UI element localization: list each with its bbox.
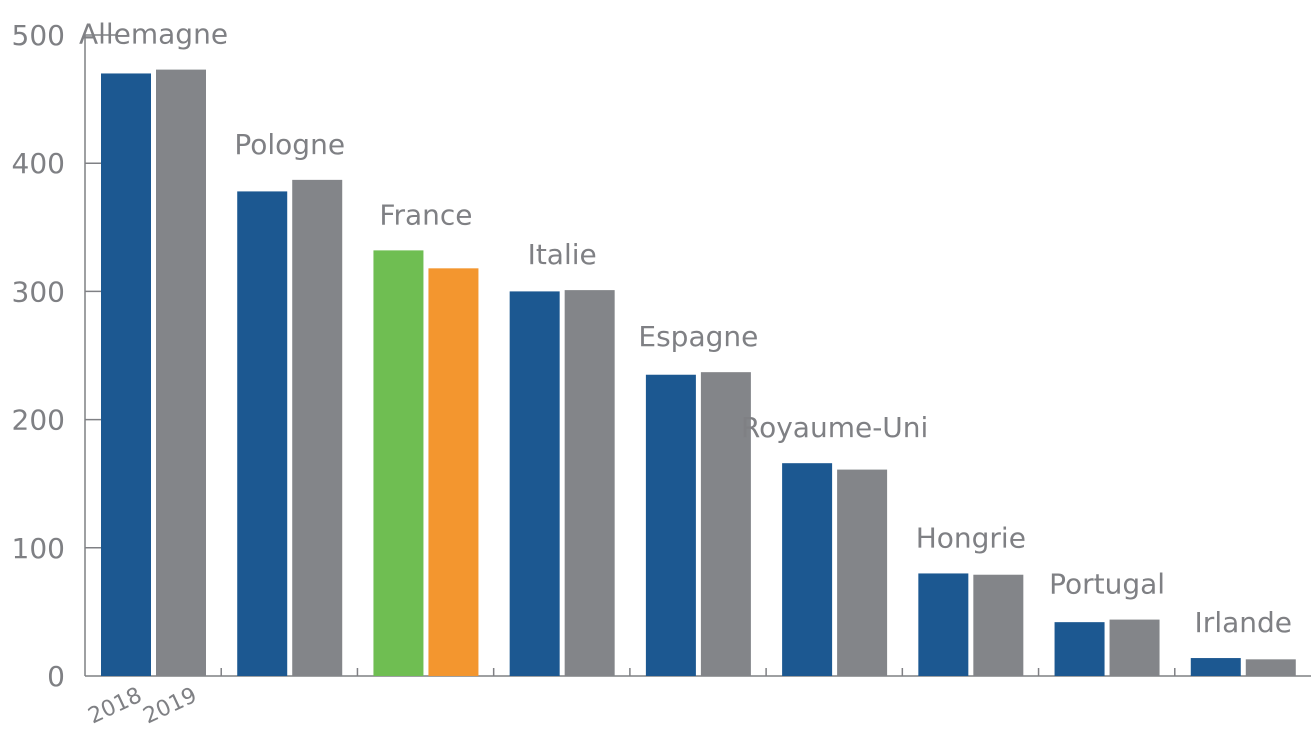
category-label-irlande: Irlande [1195,606,1292,639]
bar-irlande-2019 [1245,659,1296,676]
bar-portugal-2018 [1054,622,1105,676]
legend-label-2019: 2019 [140,683,201,729]
bar-espagne-2018 [645,374,696,676]
category-label-royaume-uni: Royaume-Uni [741,411,928,444]
bar-hongrie-2019 [973,574,1024,676]
bar-espagne-2019 [700,372,751,676]
y-tick-label: 400 [12,147,65,180]
category-label-pologne: Pologne [234,128,345,161]
y-tick-label: 500 [12,19,65,52]
category-label-hongrie: Hongrie [916,521,1026,554]
y-tick-label: 100 [12,532,65,565]
category-label-portugal: Portugal [1049,568,1165,601]
bar-allemagne-2019 [156,69,206,676]
bar-portugal-2019 [1109,619,1160,676]
bar-hongrie-2018 [918,573,969,676]
bar-pologne-2018 [237,191,288,677]
y-tick-label: 200 [12,404,65,437]
bar-royaume-uni-2018 [782,463,833,676]
bar-allemagne-2018 [101,73,151,676]
y-tick-label: 0 [47,660,65,693]
y-tick-label: 300 [12,275,65,308]
bar-italie-2019 [564,290,615,676]
bar-royaume-uni-2019 [837,469,888,676]
category-label-espagne: Espagne [638,320,758,353]
bar-france-2018 [373,250,424,676]
category-label-france: France [379,198,472,231]
category-label-allemagne: Allemagne [79,18,228,51]
category-label-italie: Italie [528,238,597,271]
bar-irlande-2018 [1190,658,1241,676]
bar-italie-2018 [509,291,560,676]
legend-label-2018: 2018 [85,683,146,729]
bar-france-2019 [428,268,479,676]
bar-pologne-2019 [292,179,343,676]
